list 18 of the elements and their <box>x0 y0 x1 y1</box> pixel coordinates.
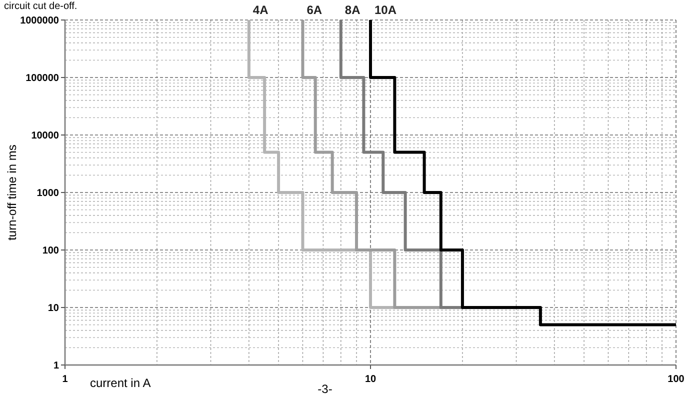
series-label: 4A <box>252 3 269 17</box>
x-tick-label: 10 <box>364 374 376 385</box>
y-axis-title: turn-off time in ms <box>5 144 19 240</box>
y-tick-label: 1000 <box>36 188 60 199</box>
y-tick-label: 1000000 <box>20 16 60 26</box>
x-tick-label: 1 <box>62 374 68 385</box>
y-tick-label: 100000 <box>26 73 60 84</box>
y-tick-label: 10000 <box>31 130 60 142</box>
text: circuit cut de-off. <box>4 1 78 12</box>
series-label: 8A <box>344 3 361 17</box>
text: -3- <box>318 382 332 395</box>
y-tick-label: 100 <box>42 246 60 256</box>
series-label: 6A <box>306 3 322 17</box>
x-tick-label: 100 <box>668 374 685 385</box>
series-label: 10A <box>374 3 397 17</box>
y-tick-label: 1 <box>53 360 60 372</box>
x-axis-title: current in A <box>90 376 151 390</box>
y-tick-label: 10 <box>48 303 60 314</box>
